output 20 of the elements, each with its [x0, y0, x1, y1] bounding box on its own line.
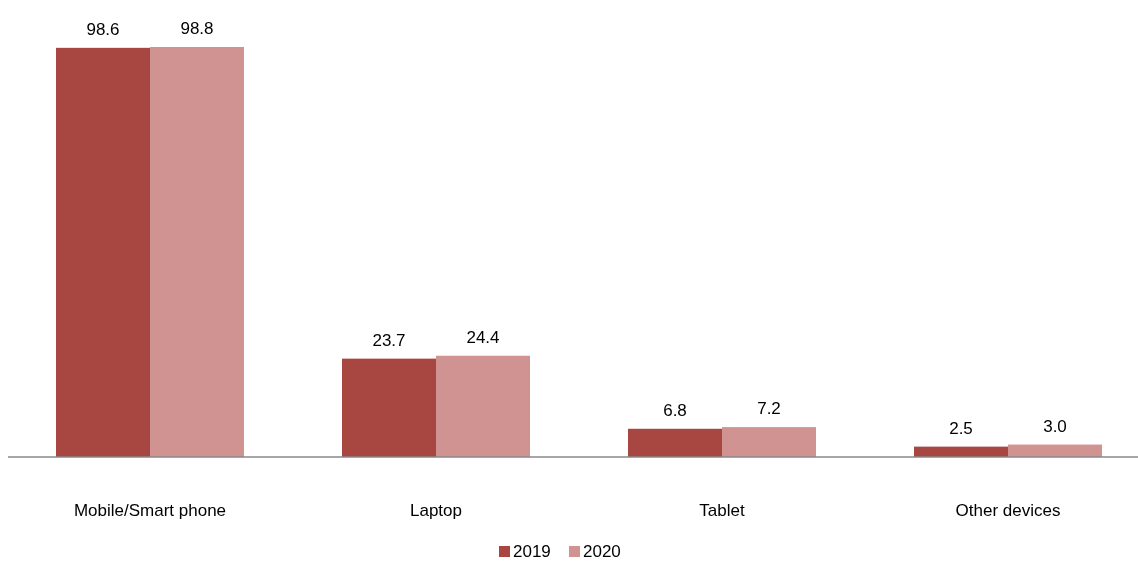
x-tick-label: Laptop [410, 501, 462, 520]
legend-label: 2019 [513, 542, 551, 561]
bar [436, 355, 530, 457]
data-label: 24.4 [466, 327, 500, 347]
bar [722, 427, 816, 457]
bar [150, 47, 244, 457]
data-label: 98.6 [86, 19, 120, 39]
x-tick-label: Other devices [955, 501, 1061, 520]
data-label: 7.2 [757, 399, 781, 419]
x-tick-label: Mobile/Smart phone [73, 501, 227, 520]
bar [342, 358, 436, 457]
data-label: 6.8 [663, 400, 687, 420]
data-label: 98.8 [180, 19, 214, 38]
bar [56, 47, 150, 457]
data-label: 23.7 [372, 330, 406, 350]
data-label: 2.5 [949, 418, 973, 438]
x-tick-label: Tablet [699, 501, 745, 520]
legend-label: 2020 [583, 542, 621, 561]
data-label: 3.0 [1043, 416, 1067, 436]
bar [628, 428, 722, 457]
